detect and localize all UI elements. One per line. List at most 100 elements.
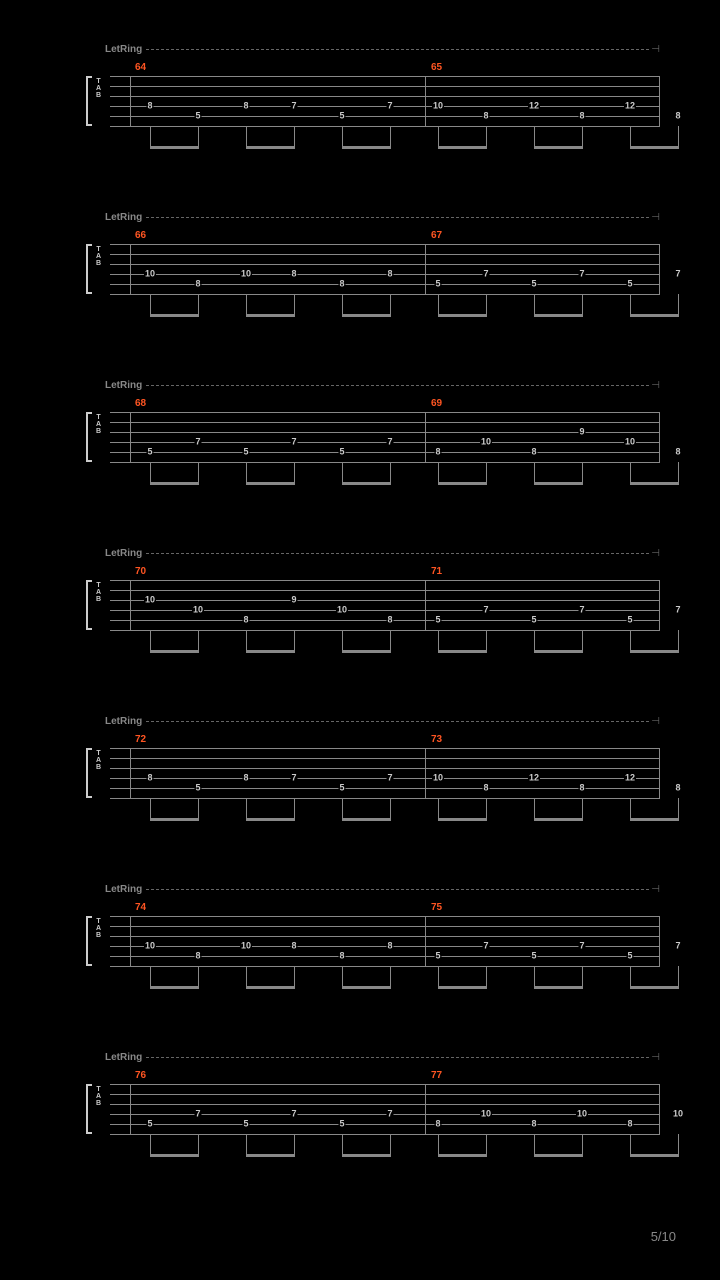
beam [150, 650, 199, 653]
string-line [110, 768, 660, 769]
beam [246, 314, 295, 317]
beam [630, 650, 679, 653]
measure-number: 66 [135, 230, 146, 241]
fret-number: 8 [242, 102, 249, 111]
barline [425, 412, 426, 462]
fret-number: 8 [674, 112, 681, 121]
note-stem [630, 462, 631, 484]
fret-number: 8 [386, 616, 393, 625]
fret-number: 8 [242, 774, 249, 783]
note-stem [486, 1134, 487, 1156]
note-stem [438, 966, 439, 988]
fret-number: 5 [194, 112, 201, 121]
note-stem [678, 630, 679, 652]
fret-number: 10 [576, 1110, 588, 1119]
measure-number: 64 [135, 62, 146, 73]
letring-line [146, 217, 649, 218]
tab-system: LetRing⊣TAB6465858757108128128 [40, 60, 680, 180]
letring-annotation: LetRing⊣ [105, 44, 660, 55]
letring-annotation: LetRing⊣ [105, 380, 660, 391]
note-stem [150, 798, 151, 820]
tab-clef: TAB [96, 750, 101, 771]
note-stem [246, 1134, 247, 1156]
barline [659, 1084, 660, 1134]
beam [150, 1154, 199, 1157]
letring-annotation: LetRing⊣ [105, 212, 660, 223]
note-stem [630, 798, 631, 820]
fret-number: 5 [242, 1120, 249, 1129]
string-line [110, 254, 660, 255]
staff-lines: 7677575757810810810 [110, 1084, 660, 1134]
beam [246, 1154, 295, 1157]
fret-number: 10 [432, 102, 444, 111]
beam [534, 650, 583, 653]
note-stem [630, 294, 631, 316]
fret-number: 7 [674, 606, 681, 615]
beam [630, 986, 679, 989]
tab-clef: TAB [96, 246, 101, 267]
barline [130, 412, 131, 462]
note-stem [246, 294, 247, 316]
note-stem [582, 126, 583, 148]
beam [342, 482, 391, 485]
fret-number: 8 [194, 952, 201, 961]
fret-number: 5 [434, 952, 441, 961]
string-line [110, 1094, 660, 1095]
string-line [110, 748, 660, 749]
beam [438, 482, 487, 485]
note-stem [294, 798, 295, 820]
letring-line [146, 721, 649, 722]
measure-number: 69 [431, 398, 442, 409]
fret-number: 8 [434, 1120, 441, 1129]
fret-number: 12 [624, 102, 636, 111]
fret-number: 10 [240, 942, 252, 951]
tab-clef: TAB [96, 78, 101, 99]
barline [130, 748, 131, 798]
string-line [110, 264, 660, 265]
fret-number: 12 [624, 774, 636, 783]
staff-lines: 666710810888575757 [110, 244, 660, 294]
fret-number: 5 [626, 952, 633, 961]
fret-number: 8 [482, 784, 489, 793]
string-line [110, 442, 660, 443]
note-stem [150, 462, 151, 484]
fret-number: 8 [482, 112, 489, 121]
letring-annotation: LetRing⊣ [105, 884, 660, 895]
note-stem [582, 1134, 583, 1156]
beam [246, 482, 295, 485]
fret-number: 5 [338, 112, 345, 121]
note-stem [390, 462, 391, 484]
barline [659, 748, 660, 798]
beam [630, 1154, 679, 1157]
note-stem [582, 798, 583, 820]
fret-number: 5 [530, 952, 537, 961]
measure-number: 77 [431, 1070, 442, 1081]
letring-end: ⊣ [651, 548, 660, 559]
barline [659, 412, 660, 462]
string-line [110, 412, 660, 413]
fret-number: 7 [194, 438, 201, 447]
beam [630, 314, 679, 317]
note-stem [342, 798, 343, 820]
note-stem [198, 294, 199, 316]
fret-number: 8 [386, 942, 393, 951]
note-stem [534, 798, 535, 820]
note-stem [582, 462, 583, 484]
barline [130, 1084, 131, 1134]
fret-number: 10 [480, 1110, 492, 1119]
staff-lines: 7071101089108575757 [110, 580, 660, 630]
letring-end: ⊣ [651, 44, 660, 55]
note-stem [534, 462, 535, 484]
tab-system: LetRing⊣TAB7071101089108575757 [40, 564, 680, 684]
stem-area [110, 630, 660, 658]
fret-number: 8 [146, 774, 153, 783]
string-line [110, 422, 660, 423]
note-stem [294, 630, 295, 652]
string-line [110, 452, 660, 453]
fret-number: 10 [192, 606, 204, 615]
note-stem [246, 630, 247, 652]
staff-lines: 6465858757108128128 [110, 76, 660, 126]
fret-number: 5 [626, 280, 633, 289]
fret-number: 7 [194, 1110, 201, 1119]
beam [438, 146, 487, 149]
